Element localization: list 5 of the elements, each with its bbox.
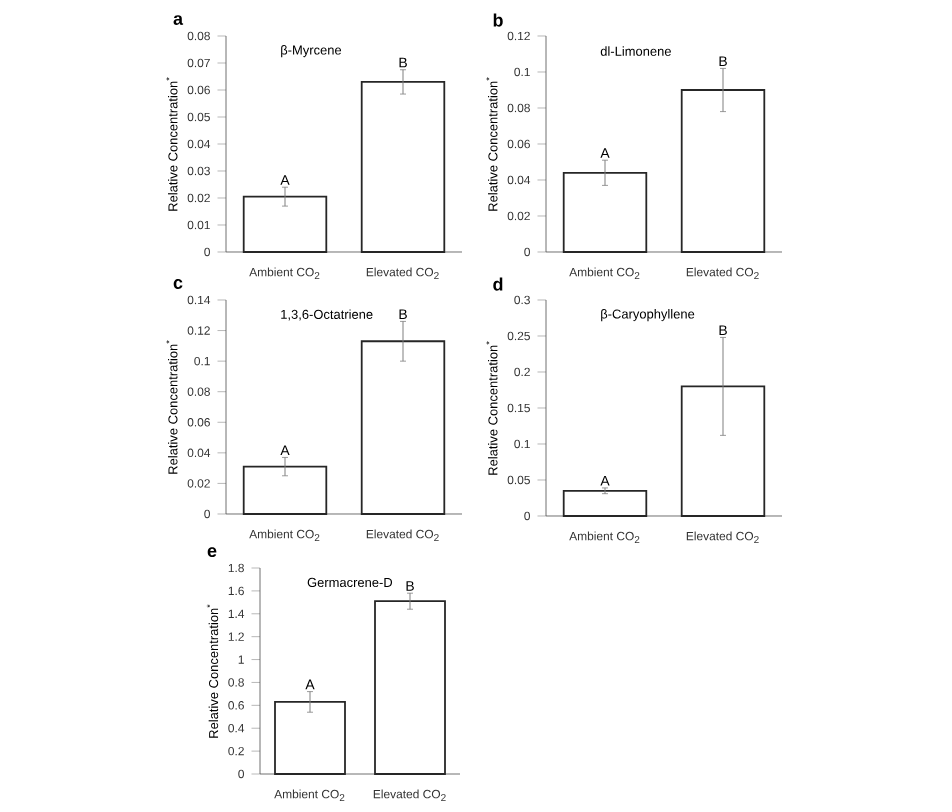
chart-title: c <box>173 279 183 289</box>
chart-title: b <box>493 13 503 27</box>
chart-title: e <box>207 547 217 557</box>
chart-title: a <box>173 15 184 25</box>
chart-title: d <box>493 277 503 291</box>
